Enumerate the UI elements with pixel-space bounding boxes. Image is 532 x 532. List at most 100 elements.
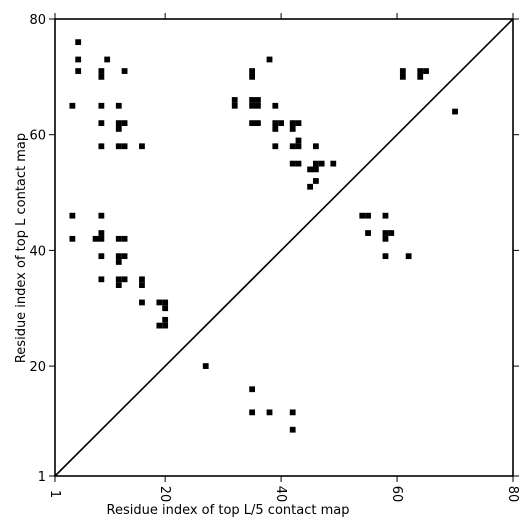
y-tick-label: 40 [29,244,46,259]
contact-point [92,235,99,242]
contact-point [98,212,105,219]
contact-point [359,212,366,219]
contact-point [312,143,319,150]
contact-point [162,316,169,323]
diagonal-line [54,18,514,477]
contact-point [231,97,238,103]
contact-point [75,68,82,74]
contact-point [98,235,105,242]
contact-point [121,235,128,242]
contact-point [98,102,105,109]
contact-point [278,120,284,127]
contact-point [104,56,111,63]
contact-point [115,253,122,260]
contact-point [255,120,261,127]
contact-point [399,68,406,74]
contact-point [121,253,128,260]
x-tick-label: 40 [273,486,288,503]
y-tick-label: 20 [29,360,46,375]
contact-point [249,97,256,103]
contact-point [452,108,458,115]
contact-point [115,276,122,283]
contact-point [75,56,82,63]
y-tick-label: 1 [38,470,46,485]
contact-point [289,143,296,150]
contact-point [162,305,169,312]
contact-point [249,68,256,74]
contact-point [69,102,76,109]
contact-point [289,120,296,127]
contact-point [75,39,82,46]
x-tick-label: 1 [47,490,62,498]
contact-point [98,230,105,236]
contact-point [121,68,128,74]
contact-point [162,322,169,329]
contact-point [69,235,76,242]
contact-point [405,253,412,260]
contact-point [249,386,256,393]
contact-point [382,230,389,236]
contact-point [202,363,209,369]
contact-point [98,73,105,80]
x-tick-label: 80 [505,486,520,503]
contact-point [289,126,296,132]
contact-point [231,102,238,109]
contact-point [330,160,337,167]
contact-point [295,137,302,144]
contact-point [115,126,122,132]
contact-point [98,143,105,150]
contact-point [98,276,105,283]
contact-point [365,212,371,219]
contact-point [121,276,128,283]
contact-point [115,102,122,109]
contact-point [382,212,389,219]
x-tick-label: 60 [389,486,404,503]
contact-point [365,230,371,236]
contact-point [139,299,145,306]
contact-point [139,282,145,288]
ticks-layer: 1 20 40 60 80 1 20 40 60 80 [29,13,520,502]
contact-point [289,426,296,433]
contact-point [115,259,122,265]
contact-point [69,212,76,219]
points-layer [69,39,458,433]
contact-point [98,120,105,127]
contact-point [307,183,313,190]
y-tick-label: 60 [29,129,46,144]
contact-point [249,102,256,109]
contact-point [295,143,302,150]
contact-point [98,253,105,260]
contact-point [289,160,296,167]
contact-point [121,120,128,127]
contact-point [272,126,279,132]
contact-point [139,143,145,150]
contact-point [255,97,261,103]
contact-point [249,409,256,416]
contact-point [272,102,279,109]
contact-point [318,160,325,167]
contact-point [139,276,145,283]
contact-point [312,160,319,167]
contact-point [423,68,429,74]
contact-point [115,120,122,127]
contact-point [162,299,169,306]
y-tick-label: 80 [29,13,46,28]
x-tick-label: 20 [157,486,172,503]
contact-point [156,322,163,329]
contact-point [289,409,296,416]
contact-point [417,73,424,80]
y-axis-label: Residue index of top L contact map [14,133,29,363]
contact-point [255,102,261,109]
contact-point [249,73,256,80]
plot-frame [54,18,514,477]
contact-point [272,143,279,150]
contact-point [98,68,105,74]
contact-point [115,143,122,150]
contact-point [266,409,273,416]
contact-point [417,68,424,74]
contact-point [312,178,319,184]
contact-point [382,253,389,260]
contact-point [115,282,122,288]
contact-point [156,299,163,306]
